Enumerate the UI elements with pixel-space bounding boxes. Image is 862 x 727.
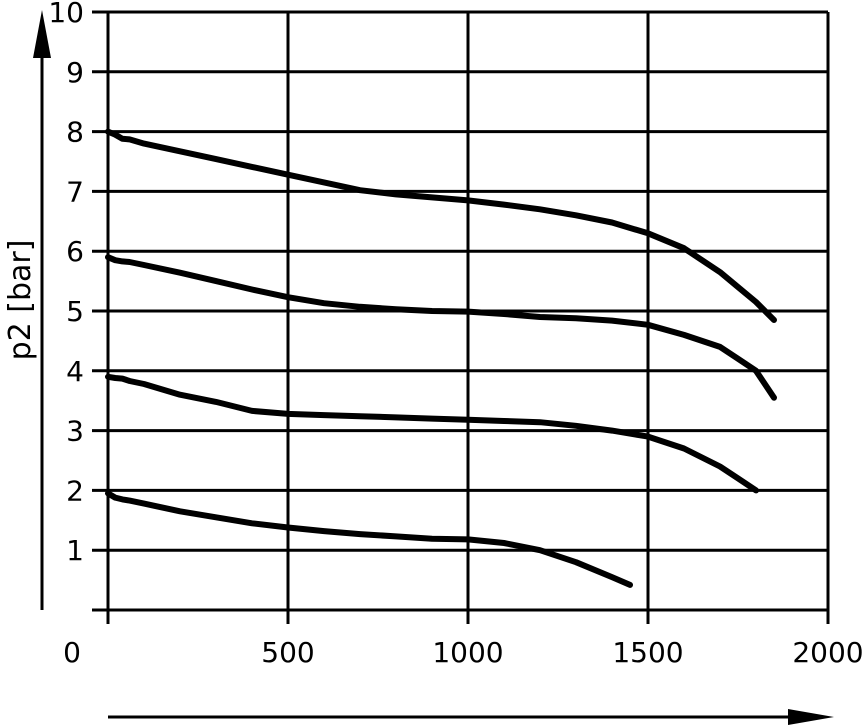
x-tick-label: 500: [261, 636, 314, 669]
y-axis-arrow-head: [33, 10, 51, 58]
tick-labels: 1 2 3 4 5 6 7 8 9 10 0 500 1000 1500 2000: [48, 0, 862, 669]
series-line-4: [105, 490, 633, 588]
y-tick-label: 1: [66, 534, 84, 567]
y-tick-label: 7: [66, 175, 84, 208]
axes: [33, 10, 834, 725]
series-line-1: [105, 128, 777, 323]
x-tick-label: 2000: [792, 636, 862, 669]
x-tick-label: 1000: [432, 636, 503, 669]
series-line-3: [105, 373, 759, 494]
y-tick-label: 4: [66, 355, 84, 388]
y-tick-label: 5: [66, 295, 84, 328]
y-tick-label: 3: [66, 415, 84, 448]
series-line-2: [105, 254, 777, 401]
x-tick-label: 0: [63, 636, 81, 669]
y-tick-label: 8: [66, 116, 84, 149]
series-lines: [105, 128, 777, 588]
grid: [92, 10, 830, 624]
y-tick-label: 2: [66, 474, 84, 507]
x-tick-label: 1500: [612, 636, 683, 669]
y-tick-label: 6: [66, 235, 84, 268]
x-axis-arrow-head: [788, 709, 834, 725]
y-tick-label: 9: [66, 56, 84, 89]
y-tick-label: 10: [48, 0, 84, 29]
y-axis-label: p2 [bar]: [3, 240, 38, 361]
